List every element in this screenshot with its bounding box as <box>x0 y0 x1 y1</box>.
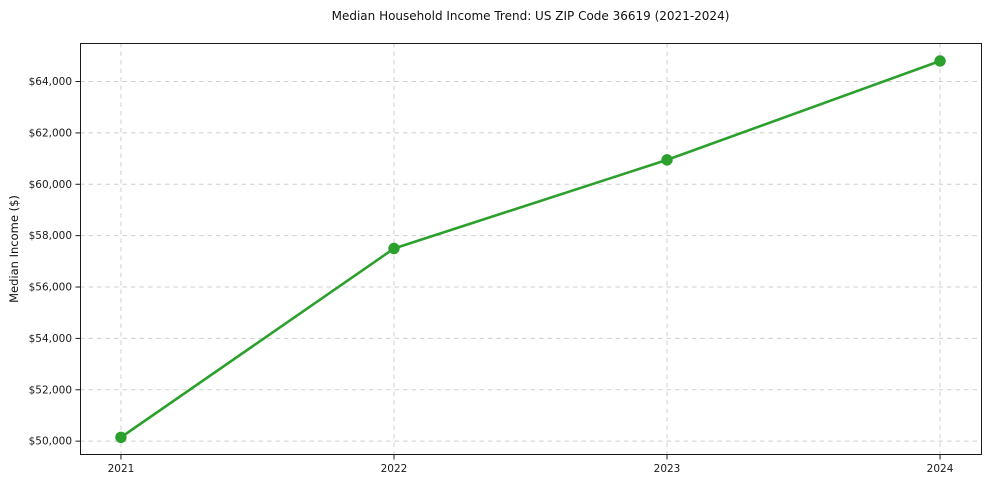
y-tick-label: $52,000 <box>29 384 72 396</box>
data-point-2022 <box>388 242 400 255</box>
x-tick-label: 2021 <box>108 463 135 475</box>
y-tick-label: $56,000 <box>29 282 72 294</box>
y-tick-label: $58,000 <box>29 230 72 242</box>
x-tick-label: 2023 <box>654 463 681 475</box>
y-tick-label: $64,000 <box>29 76 72 88</box>
plot-border <box>80 43 982 455</box>
y-tick-label: $60,000 <box>29 179 72 191</box>
data-point-2024 <box>934 55 946 67</box>
x-tick-label: 2022 <box>381 463 408 475</box>
data-point-2021 <box>115 431 127 444</box>
data-point-2023 <box>661 154 673 166</box>
trend-line <box>119 59 942 439</box>
y-tick-label: $62,000 <box>29 127 72 139</box>
y-tick-label: $50,000 <box>29 436 72 448</box>
y-tick-label: $54,000 <box>29 333 72 345</box>
x-tick-label: 2024 <box>927 463 954 475</box>
chart-title: Median Household Income Trend: US ZIP Co… <box>331 9 730 23</box>
